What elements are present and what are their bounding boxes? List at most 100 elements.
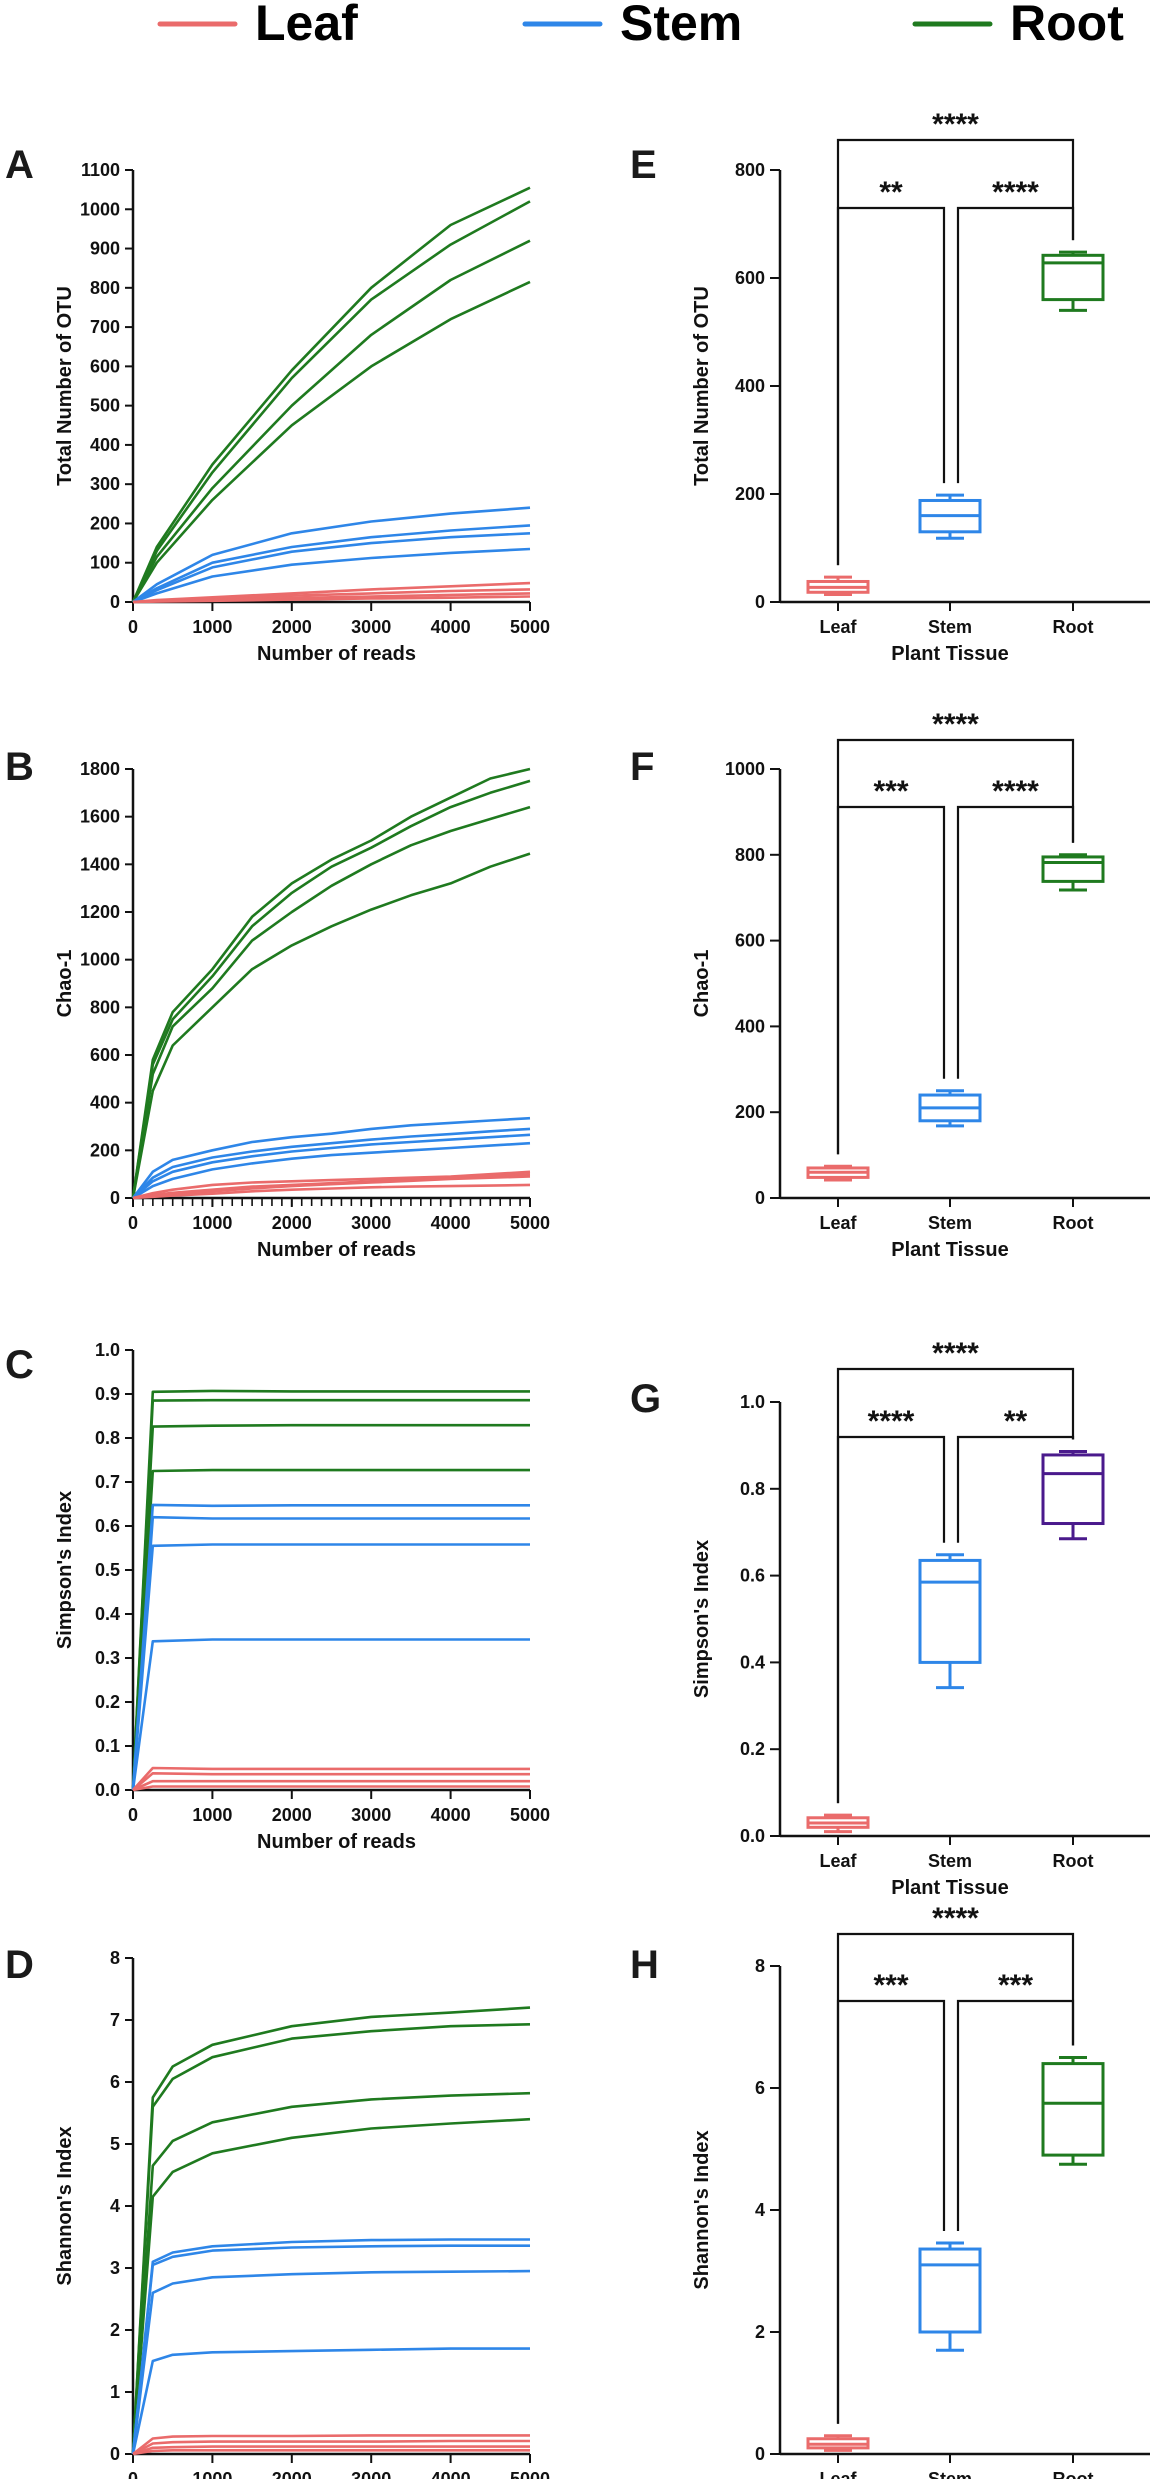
y-tick-label: 500 — [90, 396, 120, 416]
legend-label-leaf: Leaf — [255, 0, 358, 51]
series-line-stem-5 — [132, 506, 531, 604]
x-tick-label: 3000 — [351, 1805, 391, 1825]
y-tick-label: 600 — [90, 356, 120, 376]
y-tick-label: 600 — [735, 931, 765, 951]
x-tick-label: 2000 — [272, 1805, 312, 1825]
y-tick-label: 4 — [110, 2196, 120, 2216]
y-tick-label: 8 — [110, 1948, 120, 1968]
x-axis-label: Plant Tissue — [891, 1239, 1008, 1261]
x-tick-label: 1000 — [192, 2469, 232, 2479]
box-root — [1041, 250, 1105, 312]
series-line-root-3 — [131, 239, 531, 603]
x-axis-label: Plant Tissue — [891, 1877, 1008, 1899]
y-tick-label: 0.4 — [740, 1652, 765, 1672]
panel-letter: F — [630, 745, 654, 789]
legend: Leaf Stem Root — [157, 0, 1124, 51]
significance-label: **** — [868, 1405, 915, 1438]
y-tick-label: 2 — [755, 2322, 765, 2342]
series-line-stem-5 — [131, 2238, 530, 2455]
panel-f: F 0 200 400 600 800 1000 Chao-1 Leaf Stem Root Plan… — [630, 708, 1150, 1261]
series-line-stem-8 — [132, 547, 531, 604]
significance-label: **** — [932, 108, 979, 141]
significance-label: *** — [873, 775, 908, 808]
panel-letter: B — [5, 745, 34, 789]
y-tick-label: 0.9 — [95, 1384, 120, 1404]
x-tick-label: 0 — [128, 617, 138, 637]
y-tick-label: 0.6 — [740, 1566, 765, 1586]
y-tick-label: 1400 — [80, 854, 120, 874]
legend-label-root: Root — [1010, 0, 1124, 51]
series-line-root-1 — [131, 1389, 530, 1791]
series-line-root-4 — [131, 852, 531, 1199]
y-tick-label: 1.0 — [95, 1340, 120, 1360]
y-tick-label: 800 — [90, 278, 120, 298]
panel-letter: A — [5, 143, 34, 187]
series-line-root-4 — [131, 280, 531, 603]
series-line-leaf-9 — [132, 1766, 530, 1791]
y-tick-label: 200 — [735, 484, 765, 504]
y-tick-label: 400 — [90, 1093, 120, 1113]
y-tick-label: 600 — [90, 1045, 120, 1065]
x-tick-label: 5000 — [510, 1805, 550, 1825]
x-tick-label: 5000 — [510, 1213, 550, 1233]
panel-e: E 0 200 400 600 800 Total Number of OTU Leaf Ste… — [630, 108, 1150, 665]
y-axis-label: Shannon's Index — [54, 2126, 76, 2285]
box-root — [1041, 1449, 1105, 1541]
box-iqr — [1041, 855, 1105, 883]
x-tick-label: Leaf — [819, 1213, 857, 1233]
y-tick-label: 2 — [110, 2320, 120, 2340]
y-tick-label: 0 — [110, 1188, 120, 1208]
box-iqr — [1041, 1453, 1105, 1526]
box-iqr — [1041, 2062, 1105, 2157]
x-tick-label: Stem — [928, 1851, 972, 1871]
significance-bracket — [836, 1435, 946, 1804]
series-line-leaf-12 — [132, 595, 531, 604]
y-tick-label: 0.4 — [95, 1604, 120, 1624]
panel-letter: E — [630, 143, 657, 187]
series-line-leaf-11 — [132, 1779, 530, 1792]
y-tick-label: 0.1 — [95, 1736, 120, 1756]
y-tick-label: 8 — [755, 1956, 765, 1976]
x-tick-label: 0 — [128, 1213, 138, 1233]
box-stem — [918, 2241, 982, 2352]
y-tick-label: 0 — [755, 2444, 765, 2464]
x-tick-label: 3000 — [351, 2469, 391, 2479]
x-tick-label: 0 — [128, 2469, 138, 2479]
series-line-stem-8 — [132, 1141, 531, 1200]
series-line-root-1 — [131, 767, 531, 1199]
box-stem — [918, 1553, 982, 1690]
series-line-root-3 — [131, 1423, 530, 1791]
significance-label: **** — [992, 775, 1039, 808]
x-tick-label: 5000 — [510, 617, 550, 637]
y-tick-label: 0.3 — [95, 1648, 120, 1668]
y-tick-label: 6 — [755, 2078, 765, 2098]
box-leaf — [806, 1813, 870, 1834]
series-line-leaf-9 — [132, 2434, 530, 2456]
y-tick-label: 200 — [90, 513, 120, 533]
legend-label-stem: Stem — [620, 0, 742, 51]
panel-g: G 0.0 0.2 0.4 0.6 0.8 1.0 Simpson's Index Leaf St… — [630, 1337, 1150, 1899]
x-tick-label: 4000 — [431, 1213, 471, 1233]
panel-b: B 0 200 400 600 800 1000 1200 1400 1600 1800 Chao-1… — [5, 745, 550, 1261]
y-tick-label: 3 — [110, 2258, 120, 2278]
y-tick-label: 0 — [755, 592, 765, 612]
x-tick-label: 2000 — [272, 1213, 312, 1233]
series-line-root-1 — [131, 2006, 531, 2455]
panel-letter: D — [5, 1943, 34, 1987]
significance-label: **** — [932, 708, 979, 741]
panel-a: A 0 100 200 300 400 500 600 700 800 900 1000 1100 Tot… — [5, 143, 550, 665]
x-axis-label: Number of reads — [257, 1831, 416, 1853]
x-axis-label: Number of reads — [257, 1239, 416, 1261]
box-root — [1041, 2056, 1105, 2166]
box-iqr — [918, 2247, 982, 2334]
y-tick-label: 0 — [755, 1188, 765, 1208]
y-tick-label: 400 — [90, 435, 120, 455]
x-tick-label: 3000 — [351, 1213, 391, 1233]
y-tick-label: 0 — [110, 2444, 120, 2464]
significance-label: *** — [998, 1969, 1033, 2002]
y-tick-label: 7 — [110, 2010, 120, 2030]
series-line-stem-7 — [131, 1543, 530, 1791]
series-line-root-3 — [131, 2091, 531, 2455]
y-tick-label: 0.8 — [95, 1428, 120, 1448]
significance-label: **** — [992, 176, 1039, 209]
